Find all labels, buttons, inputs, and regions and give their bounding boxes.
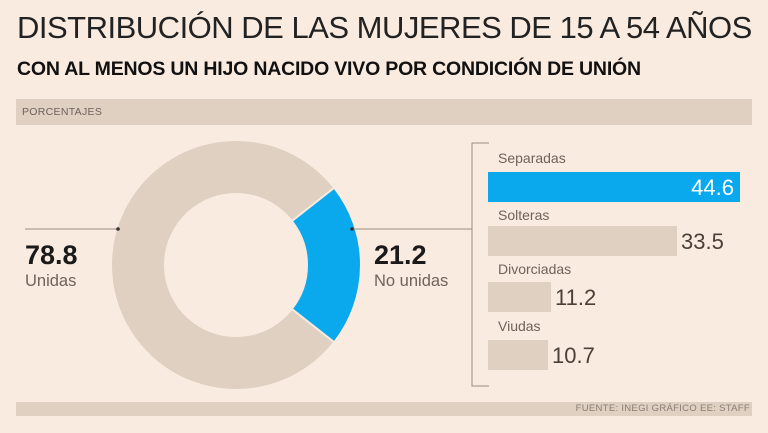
footer-source: FUENTE: INEGI GRÁFICO EE: STAFF [575,403,750,414]
leader-dot-no-unidas [350,227,354,231]
donut-label-no-unidas: No unidas [374,272,449,290]
bar-value-viudas: 10.7 [552,343,595,368]
donut-slice-no-unidas [290,186,362,344]
donut-value-no-unidas: 21.2 [374,240,427,270]
donut-slice-unidas [110,139,336,391]
bar-panel-bracket [471,142,489,387]
unit-band [16,99,752,125]
donut-label-unidas: Unidas [25,272,77,290]
bar-label-divorciadas: Divorciadas [498,261,572,277]
bar-value-separadas: 44.6 [691,175,734,200]
bar-solteras [488,226,677,256]
chart-title: DISTRIBUCIÓN DE LAS MUJERES DE 15 A 54 A… [17,10,752,45]
bar-label-separadas: Separadas [498,150,566,166]
bar-viudas [488,340,548,370]
leader-dot-unidas [116,227,120,231]
bar-label-solteras: Solteras [498,207,550,223]
bar-separadas [488,172,740,202]
bar-value-solteras: 33.5 [681,229,724,254]
bar-label-viudas: Viudas [498,318,541,334]
chart-subtitle: CON AL MENOS UN HIJO NACIDO VIVO POR CON… [17,58,641,80]
footer-band [16,402,752,416]
bar-value-divorciadas: 11.2 [555,285,597,310]
bar-divorciadas [488,282,551,312]
unit-label: PORCENTAJES [22,106,103,118]
donut-value-unidas: 78.8 [25,240,78,270]
